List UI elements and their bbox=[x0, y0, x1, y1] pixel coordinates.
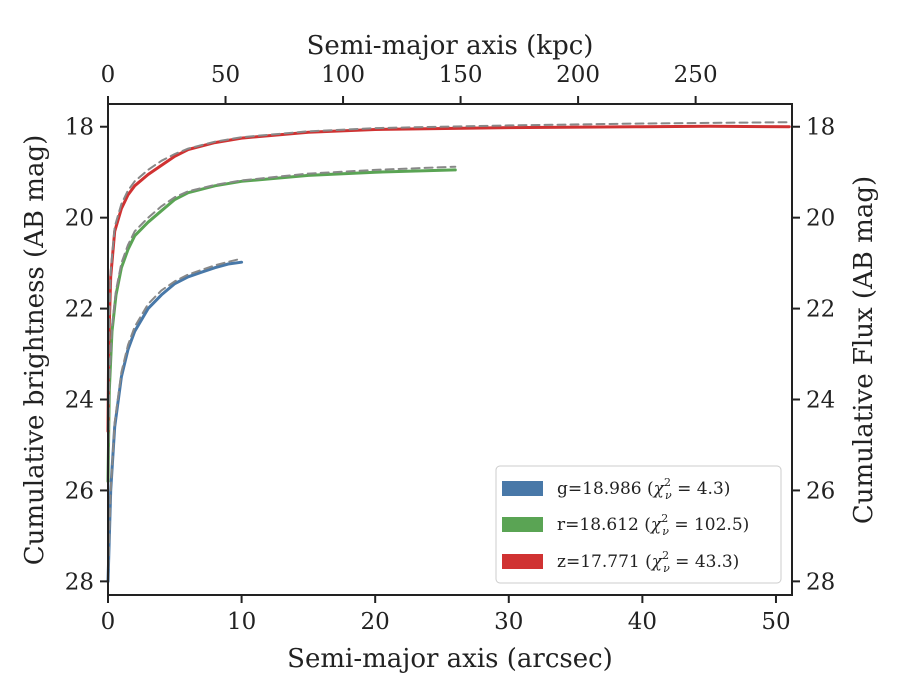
y-tick-label: 26 bbox=[65, 478, 94, 504]
legend-entry-z: z=17.771 (χ2 ν = 43.3) bbox=[557, 549, 739, 575]
legend-z-chi2: 43.3 bbox=[695, 552, 733, 572]
model-line bbox=[107, 121, 791, 433]
y2-tick-label: 18 bbox=[806, 115, 835, 141]
axes: 0 10 20 30 40 50 0 50 100 150 200 250 18 20 22 24 26 28 18… bbox=[65, 62, 836, 635]
legend-swatch-z bbox=[502, 554, 543, 569]
x-tick-label: 0 bbox=[101, 609, 116, 635]
x2-tick-label: 250 bbox=[674, 62, 718, 88]
model-line bbox=[107, 257, 243, 583]
legend: g=18.986 (χ2 ν = 4.3) r=18.612 (χ2 ν = 102… bbox=[495, 465, 782, 584]
series-line bbox=[106, 260, 244, 583]
y2-tick-label: 26 bbox=[806, 478, 835, 504]
y2-tick-label: 20 bbox=[806, 206, 835, 232]
plot-frame bbox=[107, 103, 793, 596]
legend-g-chi2: 4.3 bbox=[697, 479, 724, 499]
legend-g-mag: 18.986 bbox=[582, 479, 641, 499]
legend-swatch-r bbox=[502, 517, 543, 532]
x-tick-label: 10 bbox=[227, 609, 256, 635]
x2-tick-label: 0 bbox=[101, 62, 116, 88]
legend-entry-g: g=18.986 (χ2 ν = 4.3) bbox=[557, 476, 730, 502]
model-line bbox=[107, 165, 457, 483]
x2-tick-label: 50 bbox=[211, 62, 240, 88]
x2-tick-label: 150 bbox=[439, 62, 483, 88]
legend-swatch-g bbox=[502, 481, 543, 496]
x2-tick-label: 100 bbox=[321, 62, 365, 88]
legend-z-mag: 17.771 bbox=[580, 552, 639, 572]
x-tick-label: 50 bbox=[761, 609, 790, 635]
y2-tick-label: 22 bbox=[806, 297, 835, 323]
series-line bbox=[106, 124, 791, 433]
x2-tick-label: 200 bbox=[556, 62, 600, 88]
y-axis-label: Cumulative brightness (AB mag) bbox=[20, 135, 50, 566]
y-tick-label: 24 bbox=[65, 388, 94, 414]
y-tick-label: 18 bbox=[65, 115, 94, 141]
plot-area bbox=[106, 121, 791, 583]
x-axis-label: Semi-major axis (arcsec) bbox=[287, 644, 613, 674]
legend-g-band: g bbox=[557, 479, 568, 499]
x-tick-label: 20 bbox=[361, 609, 390, 635]
legend-z-band: z bbox=[557, 552, 566, 572]
y2-axis-label: Cumulative Flux (AB mag) bbox=[849, 176, 879, 524]
legend-r-mag: 18.612 bbox=[579, 515, 638, 535]
legend-entry-r: r=18.612 (χ2 ν = 102.5) bbox=[557, 512, 749, 538]
x2-axis-label: Semi-major axis (kpc) bbox=[307, 31, 594, 61]
series-line bbox=[106, 168, 457, 483]
legend-r-chi2: 102.5 bbox=[694, 515, 743, 535]
y2-tick-label: 28 bbox=[806, 569, 835, 595]
legend-r-band: r bbox=[557, 515, 566, 535]
y2-tick-label: 24 bbox=[806, 388, 835, 414]
x-tick-label: 30 bbox=[494, 609, 523, 635]
y-tick-label: 28 bbox=[65, 569, 94, 595]
y-tick-label: 20 bbox=[65, 206, 94, 232]
y-tick-label: 22 bbox=[65, 297, 94, 323]
x-tick-label: 40 bbox=[628, 609, 657, 635]
legend-frame bbox=[495, 465, 782, 584]
